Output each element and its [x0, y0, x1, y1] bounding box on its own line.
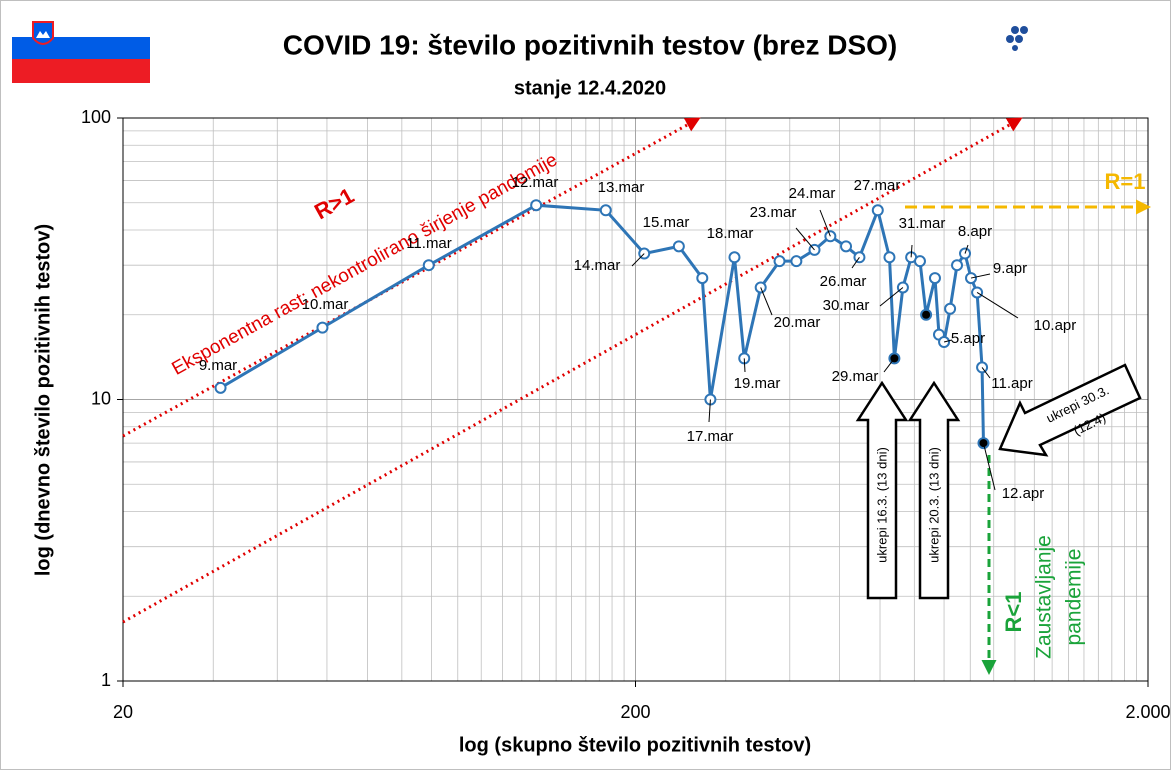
point-label: 27.mar — [854, 177, 901, 194]
logo-dot — [1015, 35, 1023, 43]
data-point — [728, 251, 741, 264]
logo-dot — [1020, 26, 1028, 34]
label-leader — [964, 244, 969, 254]
point-label: 24.mar — [789, 185, 836, 202]
data-point — [696, 272, 709, 285]
label-leader — [743, 358, 746, 373]
block-arrow — [907, 380, 961, 600]
point-label: 10.apr — [1034, 317, 1077, 334]
x-tick-label: 200 — [620, 702, 650, 722]
point-label: 20.mar — [774, 314, 821, 331]
label-leader — [851, 257, 860, 269]
data-point — [883, 251, 896, 264]
data-point — [214, 381, 227, 394]
data-point — [840, 240, 853, 253]
logo — [1006, 26, 1028, 51]
point-label: 10.mar — [302, 296, 349, 313]
y-tick-label: 1 — [101, 670, 111, 690]
point-label: 30.mar — [823, 297, 870, 314]
data-point — [913, 255, 926, 268]
data-point — [944, 302, 957, 315]
chart-subtitle: stanje 12.4.2020 — [514, 77, 666, 99]
plot-border — [122, 117, 1149, 682]
data-point — [530, 199, 543, 212]
data-point — [790, 255, 803, 268]
label-leader — [982, 442, 996, 491]
grid — [117, 117, 1149, 687]
logo-dot — [1012, 45, 1018, 51]
data-point — [672, 240, 685, 253]
point-label: 19.mar — [734, 375, 781, 392]
point-label: 17.mar — [687, 428, 734, 445]
label-leader — [708, 399, 711, 423]
label-leader — [883, 358, 895, 373]
label-leader — [910, 244, 913, 258]
point-label: 11.apr — [991, 375, 1032, 392]
x-axis-label: log (skupno število pozitivnih testov) — [459, 734, 811, 756]
measures-label: ukrepi 20.3. (13 dni) — [926, 447, 941, 563]
point-label: 9.mar — [199, 357, 237, 374]
label-leader — [981, 367, 991, 379]
point-label: 12.mar — [512, 174, 559, 191]
flag-red — [12, 59, 150, 83]
data-point — [951, 259, 964, 272]
r-eq-label: R=1 — [1105, 169, 1146, 194]
point-label: 31.mar — [899, 215, 946, 232]
x-tick-label: 2.000 — [1125, 702, 1170, 722]
point-label: 26.mar — [820, 273, 867, 290]
point-label: 14.mar — [574, 257, 621, 274]
stopping-label: Zaustavljanje — [1033, 535, 1056, 659]
label-leader — [795, 227, 815, 251]
data-point — [773, 255, 786, 268]
data-point — [599, 204, 612, 217]
point-label: 12.apr — [1002, 485, 1045, 502]
point-label: 29.mar — [832, 368, 879, 385]
flag — [12, 15, 150, 83]
chart-title: COVID 19: število pozitivnih testov (bre… — [283, 29, 898, 60]
point-label: 5.apr — [951, 330, 985, 347]
flag-mountain — [36, 31, 50, 38]
data-point — [928, 272, 941, 285]
label-leader — [943, 339, 953, 343]
point-label: 15.mar — [643, 214, 690, 231]
label-leader — [760, 287, 773, 316]
label-leader — [879, 287, 904, 307]
r-lt-label: R<1 — [1001, 592, 1026, 633]
flag-blue — [12, 37, 150, 59]
measures-label: ukrepi 16.3. (13 dni) — [874, 447, 889, 563]
flag-shield — [32, 21, 54, 45]
data-point — [316, 321, 329, 334]
logo-dot — [1011, 26, 1019, 34]
point-label: 11.mar — [406, 235, 452, 252]
label-leader — [631, 253, 645, 267]
stopping-label: pandemije — [1063, 549, 1086, 646]
point-label: 9.apr — [993, 260, 1027, 277]
y-axis-label: log (dnevno število pozitivnih testov) — [32, 224, 54, 576]
data-point — [871, 204, 884, 217]
data-point — [920, 308, 933, 321]
data-point — [422, 259, 435, 272]
y-tick-label: 100 — [81, 107, 111, 127]
label-leader — [970, 273, 991, 279]
label-leader — [976, 292, 1019, 319]
point-label: 23.mar — [750, 204, 797, 221]
block-arrow — [855, 380, 909, 600]
x-tick-label: 20 — [113, 702, 133, 722]
point-label: 8.apr — [958, 223, 992, 240]
point-label: 18.mar — [707, 225, 754, 242]
block-arrow — [998, 363, 1142, 457]
label-leader — [819, 209, 831, 237]
point-label: 13.mar — [598, 179, 645, 196]
logo-dot — [1006, 35, 1014, 43]
y-tick-label: 10 — [91, 388, 111, 408]
